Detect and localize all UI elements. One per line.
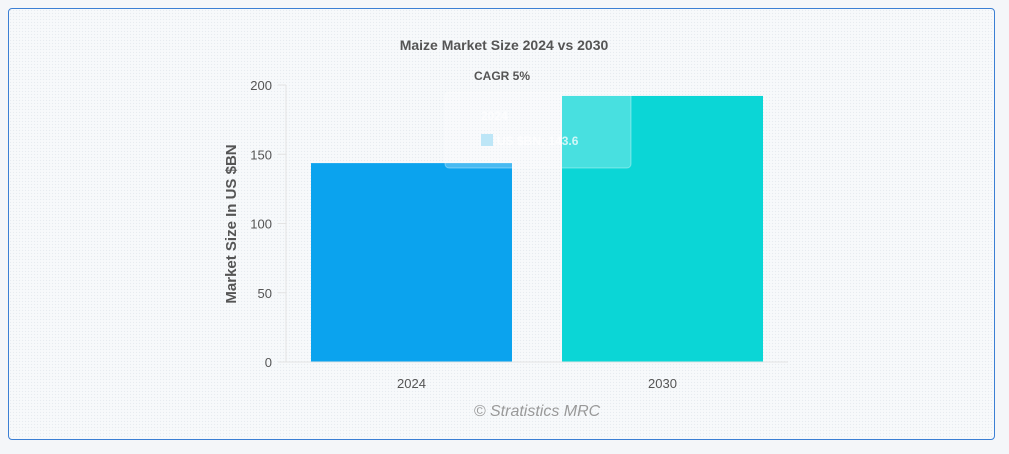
tooltip-title: 2024 <box>481 109 508 123</box>
y-tick-label: 200 <box>250 78 272 93</box>
tooltip-box <box>444 91 632 169</box>
chart-subtitle: CAGR 5% <box>474 69 530 83</box>
tooltip: 2024 US $BN: 143.6 <box>444 91 632 169</box>
y-tick-label: 100 <box>250 217 272 232</box>
y-tick-label: 0 <box>265 355 272 370</box>
tooltip-swatch <box>481 134 493 146</box>
x-tick-label: 2024 <box>397 376 426 391</box>
x-axis: 2024 2030 <box>286 361 788 391</box>
bar-2030[interactable] <box>562 95 763 362</box>
y-tick-label: 50 <box>258 286 272 301</box>
y-axis-label: Market Size In US $BN <box>223 144 240 303</box>
tooltip-text: US $BN: 143.6 <box>497 134 579 148</box>
y-axis: 0 50 100 150 200 <box>250 78 287 370</box>
y-tick-label: 150 <box>250 147 272 162</box>
tooltip-value: 143.6 <box>548 134 578 148</box>
chart-title: Maize Market Size 2024 vs 2030 <box>400 37 609 53</box>
credit-text: © Stratistics MRC <box>474 403 601 420</box>
tooltip-series-label: US $BN <box>497 134 541 148</box>
x-tick-label: 2030 <box>648 376 677 391</box>
bars-group <box>311 95 763 362</box>
bar-2024[interactable] <box>311 163 512 362</box>
